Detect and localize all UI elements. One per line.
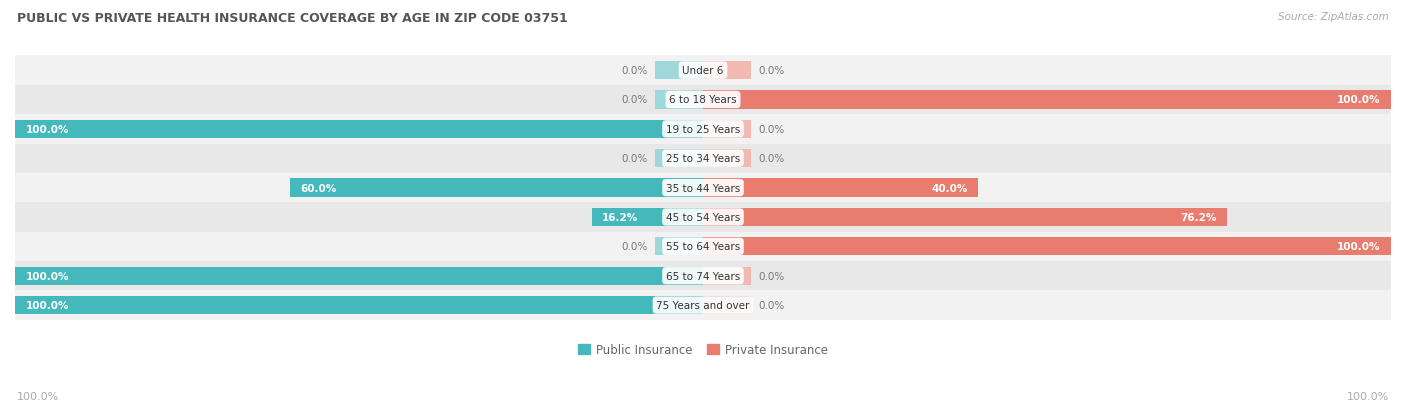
Text: 0.0%: 0.0% [758, 125, 785, 135]
Text: 0.0%: 0.0% [621, 66, 648, 76]
Text: 0.0%: 0.0% [758, 154, 785, 164]
Text: 60.0%: 60.0% [301, 183, 337, 193]
Bar [15, 115, 1391, 144]
Text: 25 to 34 Years: 25 to 34 Years [666, 154, 740, 164]
Bar [703, 267, 751, 285]
Text: 6 to 18 Years: 6 to 18 Years [669, 95, 737, 105]
Bar [15, 232, 1391, 261]
Text: 0.0%: 0.0% [621, 242, 648, 252]
Bar [15, 144, 1391, 173]
Bar [15, 296, 703, 314]
Text: 0.0%: 0.0% [758, 271, 785, 281]
Bar [703, 179, 979, 197]
Text: 100.0%: 100.0% [17, 392, 59, 401]
Text: 100.0%: 100.0% [1337, 242, 1381, 252]
Bar [290, 179, 703, 197]
Text: 0.0%: 0.0% [621, 95, 648, 105]
Bar [15, 121, 703, 139]
Text: PUBLIC VS PRIVATE HEALTH INSURANCE COVERAGE BY AGE IN ZIP CODE 03751: PUBLIC VS PRIVATE HEALTH INSURANCE COVER… [17, 12, 568, 25]
Bar [703, 237, 1391, 256]
Text: 0.0%: 0.0% [621, 154, 648, 164]
Text: Under 6: Under 6 [682, 66, 724, 76]
Bar [15, 261, 1391, 291]
Text: 55 to 64 Years: 55 to 64 Years [666, 242, 740, 252]
Bar [15, 85, 1391, 115]
Text: 100.0%: 100.0% [25, 271, 69, 281]
Legend: Public Insurance, Private Insurance: Public Insurance, Private Insurance [578, 343, 828, 356]
Text: 100.0%: 100.0% [25, 125, 69, 135]
Text: 0.0%: 0.0% [758, 66, 785, 76]
Bar [655, 150, 703, 168]
Text: 76.2%: 76.2% [1181, 212, 1218, 223]
Text: 16.2%: 16.2% [602, 212, 638, 223]
Text: 100.0%: 100.0% [25, 300, 69, 310]
Bar [15, 56, 1391, 85]
Text: 100.0%: 100.0% [1347, 392, 1389, 401]
Bar [703, 208, 1227, 226]
Bar [703, 150, 751, 168]
Bar [15, 203, 1391, 232]
Bar [592, 208, 703, 226]
Bar [703, 62, 751, 80]
Bar [703, 91, 1391, 109]
Text: 0.0%: 0.0% [758, 300, 785, 310]
Bar [15, 267, 703, 285]
Text: 19 to 25 Years: 19 to 25 Years [666, 125, 740, 135]
Text: 45 to 54 Years: 45 to 54 Years [666, 212, 740, 223]
Text: 40.0%: 40.0% [932, 183, 967, 193]
Bar [15, 173, 1391, 203]
Text: 75 Years and over: 75 Years and over [657, 300, 749, 310]
Text: 65 to 74 Years: 65 to 74 Years [666, 271, 740, 281]
Bar [655, 91, 703, 109]
Bar [703, 296, 751, 314]
Bar [15, 291, 1391, 320]
Bar [703, 121, 751, 139]
Bar [655, 237, 703, 256]
Bar [655, 62, 703, 80]
Text: 100.0%: 100.0% [1337, 95, 1381, 105]
Text: Source: ZipAtlas.com: Source: ZipAtlas.com [1278, 12, 1389, 22]
Text: 35 to 44 Years: 35 to 44 Years [666, 183, 740, 193]
